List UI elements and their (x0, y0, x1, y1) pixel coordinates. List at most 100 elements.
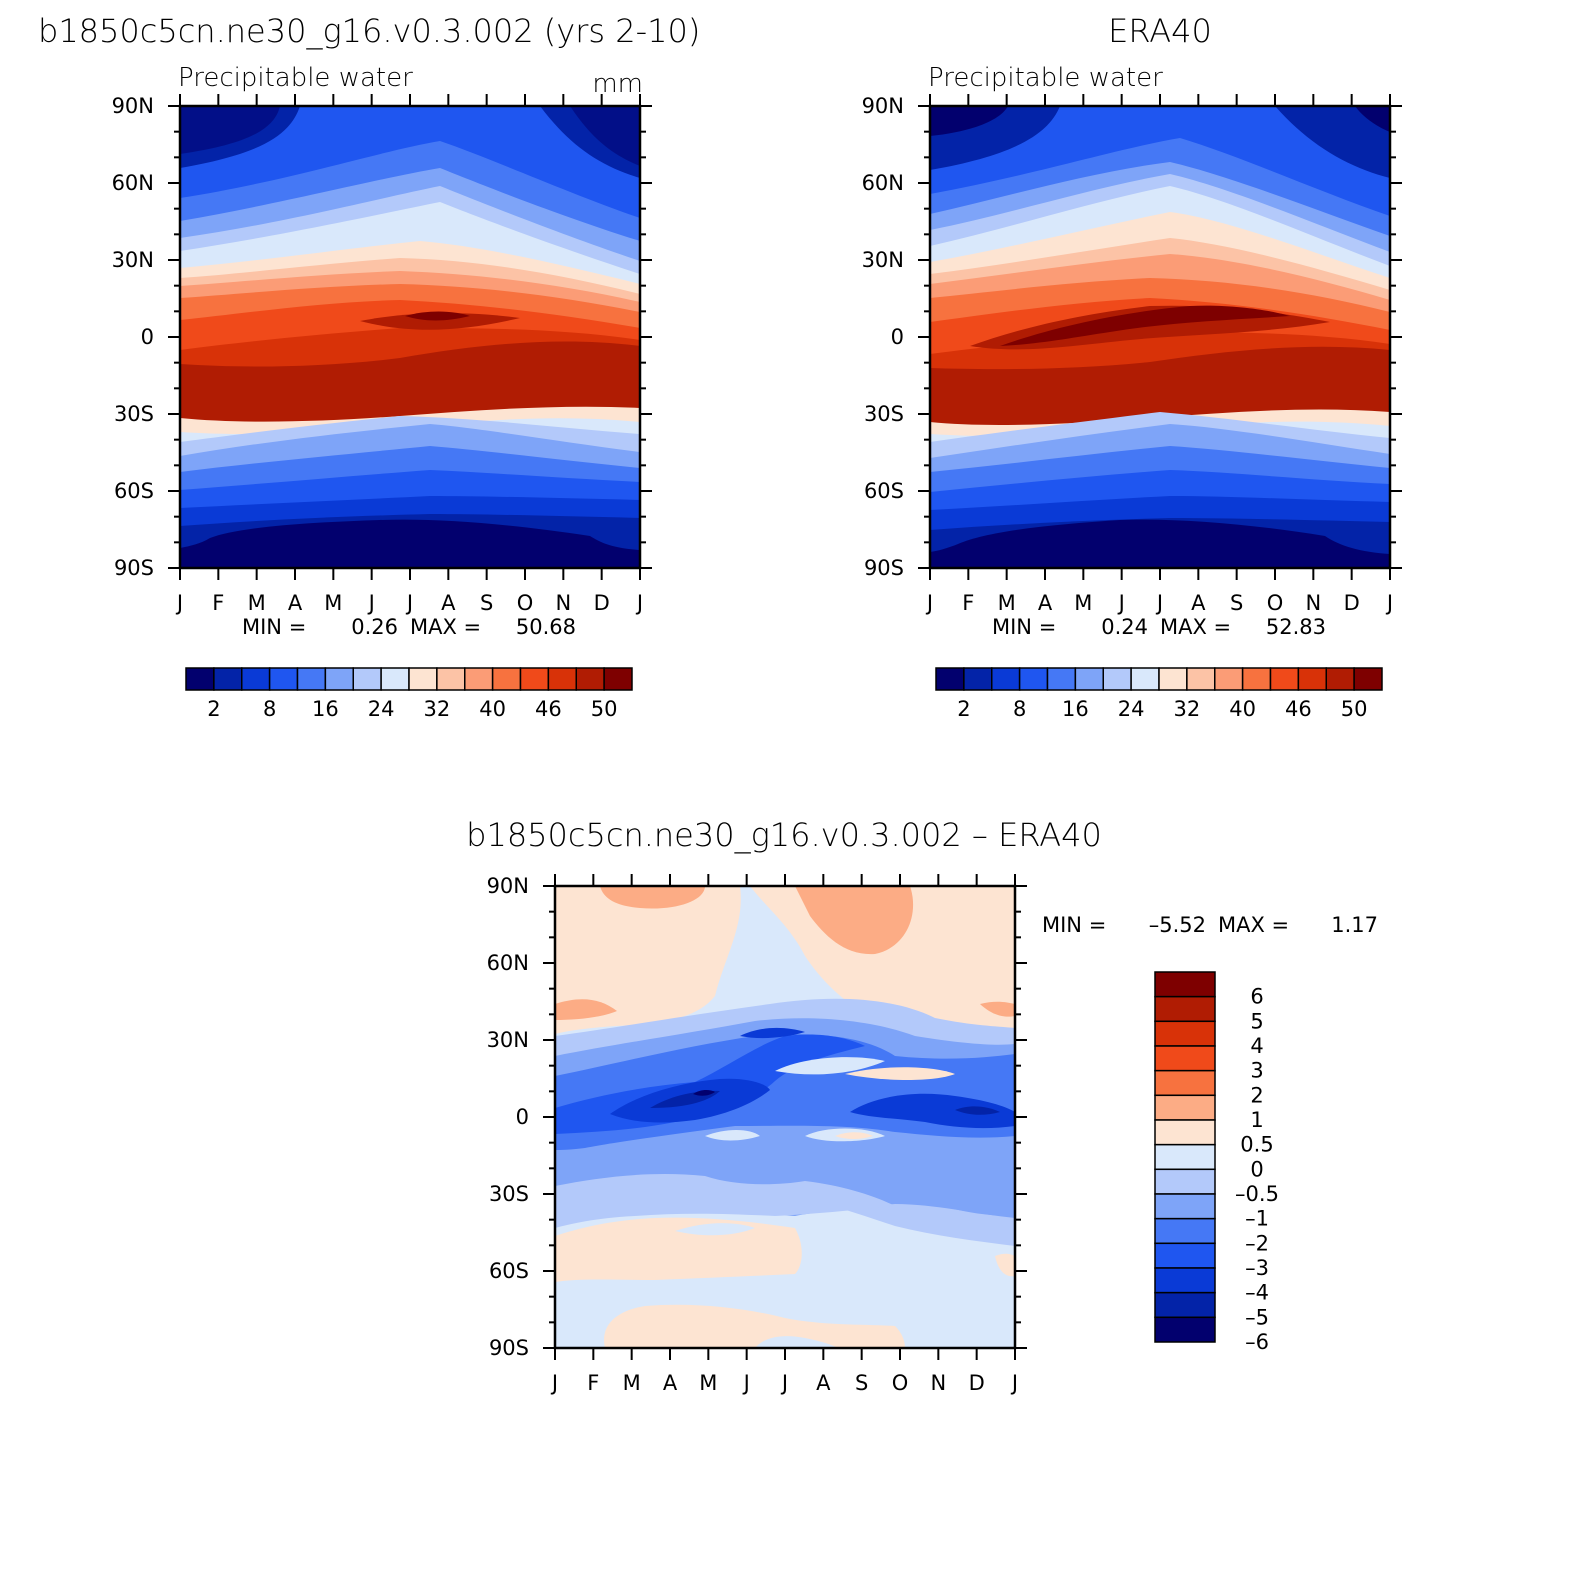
colorbar-label: 50 (1341, 697, 1368, 721)
y-tick-label: 60S (489, 1259, 529, 1283)
colorbar-label: 32 (424, 697, 451, 721)
y-tick-label: 30N (862, 248, 904, 272)
panel-model-y-ticklabels: 90N 60N 30N 0 30S 60S 90S (112, 94, 154, 580)
panel-model: b1850c5cn.ne30_g16.v0.3.002 (yrs 2-10) P… (38, 12, 700, 721)
colorbar-swatch (1154, 1217, 1216, 1245)
colorbar-swatch (1154, 1020, 1216, 1047)
colorbar-swatch (1074, 667, 1104, 691)
x-tick-label: J (1155, 591, 1163, 615)
colorbar-swatch (519, 667, 550, 691)
colorbar-label: 6 (1250, 985, 1263, 1009)
x-tick-label: O (1267, 591, 1284, 615)
x-tick-label: M (1074, 591, 1092, 615)
panel-model-subtitle: Precipitable water (178, 63, 413, 93)
colorbar-swatch (491, 667, 522, 691)
x-tick-label: J (367, 591, 375, 615)
panel-era40: ERA40 Precipitable water (862, 12, 1402, 721)
y-tick-label: 90S (114, 556, 154, 580)
colorbar-swatch (380, 667, 410, 691)
panel-era40-y-ticklabels: 90N 60N 30N 0 30S 60S 90S (862, 94, 904, 580)
colorbar-label: –2 (1245, 1231, 1269, 1255)
colorbar-swatch (1214, 667, 1244, 691)
colorbar-label: 2 (957, 697, 970, 721)
x-tick-label: J (1010, 1371, 1018, 1395)
colorbar-label: 16 (1062, 697, 1089, 721)
colorbar-swatch (1154, 1045, 1216, 1072)
colorbar-label: –0.5 (1235, 1182, 1279, 1206)
x-tick-label: S (855, 1371, 868, 1395)
x-tick-label: M (248, 591, 266, 615)
x-tick-label: J (405, 591, 413, 615)
y-tick-label: 30N (112, 248, 154, 272)
y-tick-label: 0 (141, 325, 154, 349)
colorbar-label: –5 (1245, 1305, 1269, 1329)
x-tick-label: N (930, 1371, 946, 1395)
x-tick-label: A (441, 591, 456, 615)
panel-model-colorbar: 2 8 16 24 32 40 46 50 (185, 667, 633, 721)
colorbar-label: 24 (1118, 697, 1145, 721)
colorbar-swatch (1130, 667, 1160, 691)
x-tick-label: J (780, 1371, 788, 1395)
x-tick-label: D (969, 1371, 985, 1395)
colorbar-label: 46 (1285, 697, 1312, 721)
y-tick-label: 90N (112, 94, 154, 118)
y-tick-label: 90S (864, 556, 904, 580)
panel-era40-min-value: 0.24 (1101, 615, 1148, 639)
colorbar-label: 40 (1229, 697, 1256, 721)
y-tick-label: 0 (516, 1105, 529, 1129)
colorbar-swatch (1154, 1316, 1216, 1343)
x-tick-label: F (212, 591, 224, 615)
colorbar-swatch (1154, 1069, 1216, 1097)
y-tick-label: 60N (112, 171, 154, 195)
colorbar-swatch (268, 667, 299, 691)
x-tick-label: J (175, 591, 183, 615)
y-tick-label: 90N (862, 94, 904, 118)
y-tick-label: 90S (489, 1336, 529, 1360)
panel-era40-frame (918, 94, 1402, 580)
x-tick-label: J (1117, 591, 1125, 615)
colorbar-label: –6 (1245, 1330, 1269, 1354)
panel-model-units: mm (592, 69, 643, 99)
colorbar-label: 16 (312, 697, 339, 721)
x-tick-label: D (1344, 591, 1360, 615)
colorbar-swatch (436, 667, 466, 691)
colorbar-swatch (1102, 667, 1132, 691)
panel-era40-max-value: 52.83 (1266, 615, 1326, 639)
y-tick-label: 30S (864, 402, 904, 426)
panel-diff: b1850c5cn.ne30_g16.v0.3.002 – ERA40 (466, 816, 1378, 1395)
colorbar-swatch (1154, 1119, 1216, 1146)
colorbar-label: 8 (1013, 697, 1026, 721)
colorbar-swatch (1154, 995, 1216, 1023)
panel-model-min-value: 0.26 (351, 615, 398, 639)
colorbar-swatch (1154, 1168, 1216, 1195)
panel-model-frame (168, 94, 652, 580)
x-tick-label: A (663, 1371, 678, 1395)
colorbar-swatch (1297, 667, 1327, 691)
colorbar-swatch (1154, 971, 1216, 998)
x-tick-label: F (587, 1371, 599, 1395)
x-tick-label: A (288, 591, 303, 615)
colorbar-label: 24 (368, 697, 395, 721)
colorbar-swatch (1241, 667, 1272, 691)
panel-diff-max-value: 1.17 (1331, 913, 1378, 937)
panel-model-min-label: MIN = (242, 615, 306, 639)
x-tick-label: A (816, 1371, 831, 1395)
panel-diff-max-label: MAX = (1218, 913, 1289, 937)
panel-era40-min-label: MIN = (992, 615, 1056, 639)
x-tick-label: S (480, 591, 493, 615)
colorbar-swatch (1158, 667, 1188, 691)
panel-diff-min-label: MIN = (1042, 913, 1106, 937)
colorbar-swatch (963, 667, 993, 691)
panel-era40-max-label: MAX = (1160, 615, 1231, 639)
x-tick-label: J (742, 1371, 750, 1395)
colorbar-swatch (352, 667, 382, 691)
colorbar-swatch (1154, 1242, 1216, 1269)
x-tick-label: M (998, 591, 1016, 615)
colorbar-label: 2 (207, 697, 220, 721)
x-tick-label: D (594, 591, 610, 615)
colorbar-swatch (408, 667, 438, 691)
colorbar-swatch (296, 667, 327, 691)
colorbar-swatch (1353, 667, 1383, 691)
